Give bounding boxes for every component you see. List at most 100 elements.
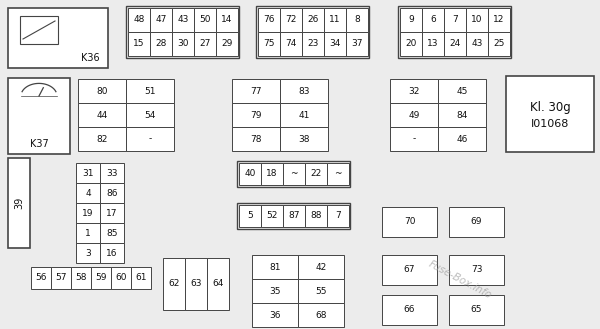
- Text: 76: 76: [263, 15, 275, 24]
- Text: 15: 15: [133, 39, 145, 48]
- Bar: [78, 103, 126, 127]
- Text: 29: 29: [221, 39, 233, 48]
- Text: 24: 24: [449, 39, 461, 48]
- Text: -: -: [148, 135, 152, 143]
- Bar: [400, 8, 422, 32]
- Bar: [237, 161, 350, 187]
- Bar: [172, 32, 194, 56]
- Bar: [444, 32, 466, 56]
- Text: K36: K36: [80, 53, 100, 63]
- Text: 79: 79: [250, 111, 262, 119]
- Text: 36: 36: [269, 311, 281, 319]
- Text: 44: 44: [97, 111, 107, 119]
- Bar: [382, 255, 437, 285]
- Bar: [449, 295, 504, 325]
- Text: 11: 11: [329, 15, 341, 24]
- Bar: [261, 205, 283, 227]
- Bar: [298, 279, 344, 303]
- Text: 35: 35: [269, 287, 281, 295]
- Text: 49: 49: [409, 111, 419, 119]
- Bar: [327, 205, 349, 227]
- Text: 81: 81: [269, 263, 281, 271]
- Text: 70: 70: [404, 217, 415, 226]
- Text: 58: 58: [75, 273, 87, 283]
- Text: K37: K37: [29, 139, 49, 149]
- Text: 48: 48: [133, 15, 145, 24]
- Bar: [280, 127, 328, 151]
- Text: 68: 68: [315, 311, 327, 319]
- Text: 31: 31: [82, 168, 94, 178]
- Bar: [100, 203, 124, 223]
- Bar: [302, 8, 324, 32]
- Bar: [100, 163, 124, 183]
- Bar: [390, 79, 438, 103]
- Text: 34: 34: [329, 39, 341, 48]
- Bar: [382, 207, 437, 237]
- Text: -: -: [412, 135, 416, 143]
- Bar: [283, 205, 305, 227]
- Bar: [346, 8, 368, 32]
- Text: 3: 3: [85, 248, 91, 258]
- Bar: [506, 76, 594, 152]
- Text: 47: 47: [155, 15, 167, 24]
- Bar: [466, 32, 488, 56]
- Bar: [305, 205, 327, 227]
- Bar: [126, 6, 239, 58]
- Text: 51: 51: [144, 87, 156, 95]
- Bar: [51, 267, 71, 289]
- Text: 19: 19: [82, 209, 94, 217]
- Bar: [216, 32, 238, 56]
- Text: 55: 55: [315, 287, 327, 295]
- Bar: [258, 32, 280, 56]
- Bar: [128, 8, 150, 32]
- Bar: [76, 223, 100, 243]
- Text: 28: 28: [155, 39, 167, 48]
- Bar: [327, 163, 349, 185]
- Text: 74: 74: [286, 39, 296, 48]
- Text: I01068: I01068: [531, 119, 569, 129]
- Bar: [91, 267, 111, 289]
- Bar: [239, 163, 261, 185]
- Bar: [305, 163, 327, 185]
- Text: 39: 39: [14, 197, 24, 209]
- Text: 37: 37: [351, 39, 363, 48]
- Bar: [390, 103, 438, 127]
- Text: 32: 32: [409, 87, 419, 95]
- Bar: [283, 163, 305, 185]
- Text: 7: 7: [452, 15, 458, 24]
- Bar: [8, 158, 30, 248]
- Bar: [216, 8, 238, 32]
- Bar: [194, 32, 216, 56]
- Bar: [390, 127, 438, 151]
- Text: 13: 13: [427, 39, 439, 48]
- Bar: [400, 32, 422, 56]
- Text: 83: 83: [298, 87, 310, 95]
- Bar: [252, 255, 298, 279]
- Bar: [126, 127, 174, 151]
- Text: 27: 27: [199, 39, 211, 48]
- Bar: [100, 243, 124, 263]
- Text: 30: 30: [177, 39, 189, 48]
- Text: 64: 64: [212, 280, 224, 289]
- Text: 7: 7: [335, 212, 341, 220]
- Text: 33: 33: [106, 168, 118, 178]
- Text: 59: 59: [95, 273, 107, 283]
- Text: 46: 46: [457, 135, 467, 143]
- Bar: [324, 8, 346, 32]
- Bar: [488, 32, 510, 56]
- Bar: [444, 8, 466, 32]
- Bar: [207, 258, 229, 310]
- Text: 86: 86: [106, 189, 118, 197]
- Bar: [298, 255, 344, 279]
- Bar: [194, 8, 216, 32]
- Text: 75: 75: [263, 39, 275, 48]
- Text: 16: 16: [106, 248, 118, 258]
- Text: 14: 14: [221, 15, 233, 24]
- Text: 67: 67: [404, 266, 415, 274]
- Text: 42: 42: [316, 263, 326, 271]
- Text: 77: 77: [250, 87, 262, 95]
- Text: 57: 57: [55, 273, 67, 283]
- Bar: [298, 303, 344, 327]
- Bar: [280, 103, 328, 127]
- Bar: [382, 295, 437, 325]
